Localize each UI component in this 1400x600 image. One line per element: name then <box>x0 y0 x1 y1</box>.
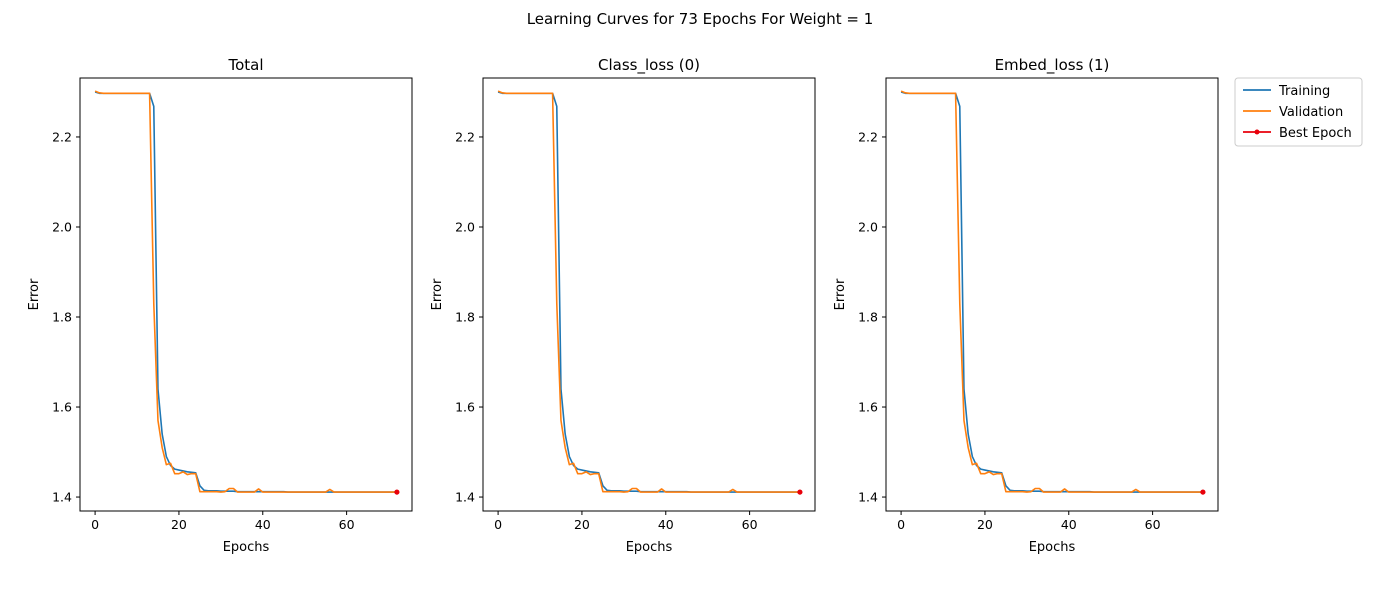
legend: Training Validation Best Epoch <box>1234 77 1363 147</box>
legend-frame <box>1234 77 1363 147</box>
y-tick-label: 1.8 <box>858 310 878 325</box>
training-line <box>900 91 1203 493</box>
x-axis-label: Epochs <box>626 540 673 555</box>
validation-line <box>94 90 397 493</box>
x-tick-label: 40 <box>255 517 271 532</box>
training-line <box>94 91 397 493</box>
x-tick-label: 60 <box>742 517 758 532</box>
validation-line <box>900 90 1203 493</box>
axes-frame <box>79 77 413 512</box>
y-tick-label: 2.2 <box>455 129 475 144</box>
y-tick-label: 2.2 <box>858 129 878 144</box>
x-tick-label: 20 <box>171 517 187 532</box>
y-tick-label: 1.6 <box>52 400 72 415</box>
x-axis-label: Epochs <box>1029 540 1076 555</box>
y-tick-label: 1.6 <box>455 400 475 415</box>
x-tick-label: 0 <box>494 517 502 532</box>
y-tick-label: 1.8 <box>52 310 72 325</box>
legend-best-epoch-marker <box>1254 129 1260 135</box>
y-tick-label: 1.8 <box>455 310 475 325</box>
training-line <box>497 91 800 493</box>
figure-title: Learning Curves for 73 Epochs For Weight… <box>527 10 874 28</box>
best-epoch-point <box>394 489 400 495</box>
legend-validation-label: Validation <box>1279 105 1343 120</box>
x-axis-label: Epochs <box>223 540 270 555</box>
validation-line <box>497 90 800 493</box>
y-tick-label: 1.4 <box>52 490 72 505</box>
legend-best-epoch-label: Best Epoch <box>1279 126 1352 141</box>
x-tick-label: 20 <box>977 517 993 532</box>
subplot-title: Embed_loss (1) <box>995 56 1110 75</box>
x-tick-label: 60 <box>1145 517 1161 532</box>
axes-frame <box>482 77 816 512</box>
y-tick-label: 1.4 <box>858 490 878 505</box>
y-tick-label: 1.6 <box>858 400 878 415</box>
y-tick-label: 2.0 <box>455 219 475 234</box>
x-tick-label: 40 <box>1061 517 1077 532</box>
subplot-1: Total 0 20 40 60 1.4 1.6 1.8 2.0 2.2 Epochs Error <box>27 56 413 555</box>
x-tick-label: 20 <box>574 517 590 532</box>
y-tick-label: 1.4 <box>455 490 475 505</box>
subplot-title: Class_loss (0) <box>598 56 700 75</box>
y-axis-label: Error <box>27 278 42 310</box>
y-tick-label: 2.2 <box>52 129 72 144</box>
axes-frame <box>885 77 1219 512</box>
legend-training-label: Training <box>1278 84 1330 99</box>
y-tick-label: 2.0 <box>52 219 72 234</box>
y-axis-label: Error <box>430 278 445 310</box>
y-axis-label: Error <box>833 278 848 310</box>
subplot-3: Embed_loss (1) 0 20 40 60 1.4 1.6 1.8 2.0 2.2 Epoc… <box>833 56 1219 555</box>
subplot-2: Class_loss (0) 0 20 40 60 1.4 1.6 1.8 2.0 2.2 Epoc… <box>430 56 816 555</box>
y-tick-label: 2.0 <box>858 219 878 234</box>
x-tick-label: 0 <box>91 517 99 532</box>
x-tick-label: 0 <box>897 517 905 532</box>
best-epoch-point <box>1200 489 1206 495</box>
x-tick-label: 40 <box>658 517 674 532</box>
subplot-title: Total <box>227 56 263 74</box>
x-tick-label: 60 <box>339 517 355 532</box>
best-epoch-point <box>797 489 803 495</box>
